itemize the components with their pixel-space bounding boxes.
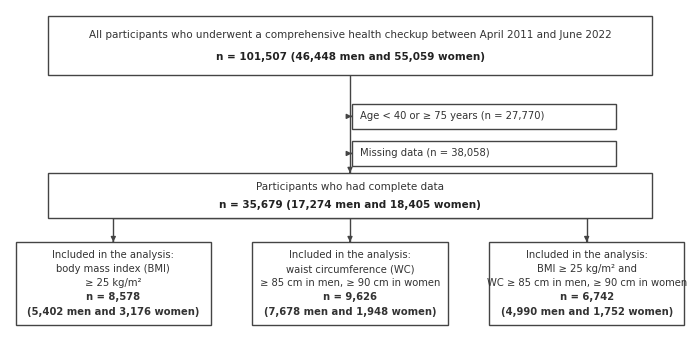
Text: n = 101,507 (46,448 men and 55,059 women): n = 101,507 (46,448 men and 55,059 women… xyxy=(216,52,484,62)
FancyBboxPatch shape xyxy=(48,16,652,75)
Text: Age < 40 or ≥ 75 years (n = 27,770): Age < 40 or ≥ 75 years (n = 27,770) xyxy=(360,111,545,121)
Text: WC ≥ 85 cm in men, ≥ 90 cm in women: WC ≥ 85 cm in men, ≥ 90 cm in women xyxy=(486,278,687,288)
Text: n = 8,578: n = 8,578 xyxy=(86,292,141,302)
Text: Participants who had complete data: Participants who had complete data xyxy=(256,182,444,192)
FancyBboxPatch shape xyxy=(351,104,616,129)
FancyBboxPatch shape xyxy=(351,141,616,166)
Text: waist circumference (WC): waist circumference (WC) xyxy=(286,264,414,274)
FancyBboxPatch shape xyxy=(252,242,448,324)
Text: (5,402 men and 3,176 women): (5,402 men and 3,176 women) xyxy=(27,307,200,316)
Text: Included in the analysis:: Included in the analysis: xyxy=(289,250,411,260)
Text: ≥ 85 cm in men, ≥ 90 cm in women: ≥ 85 cm in men, ≥ 90 cm in women xyxy=(260,278,440,288)
FancyBboxPatch shape xyxy=(15,242,211,324)
Text: n = 9,626: n = 9,626 xyxy=(323,292,377,302)
Text: (7,678 men and 1,948 women): (7,678 men and 1,948 women) xyxy=(264,307,436,316)
Text: All participants who underwent a comprehensive health checkup between April 2011: All participants who underwent a compreh… xyxy=(89,31,611,41)
FancyBboxPatch shape xyxy=(489,242,685,324)
Text: Included in the analysis:: Included in the analysis: xyxy=(526,250,648,260)
Text: (4,990 men and 1,752 women): (4,990 men and 1,752 women) xyxy=(500,307,673,316)
Text: n = 35,679 (17,274 men and 18,405 women): n = 35,679 (17,274 men and 18,405 women) xyxy=(219,200,481,210)
Text: n = 6,742: n = 6,742 xyxy=(559,292,614,302)
Text: Included in the analysis:: Included in the analysis: xyxy=(52,250,174,260)
FancyBboxPatch shape xyxy=(48,173,652,218)
Text: Missing data (n = 38,058): Missing data (n = 38,058) xyxy=(360,149,489,159)
Text: BMI ≥ 25 kg/m² and: BMI ≥ 25 kg/m² and xyxy=(537,264,637,274)
Text: ≥ 25 kg/m²: ≥ 25 kg/m² xyxy=(85,278,141,288)
Text: body mass index (BMI): body mass index (BMI) xyxy=(57,264,170,274)
